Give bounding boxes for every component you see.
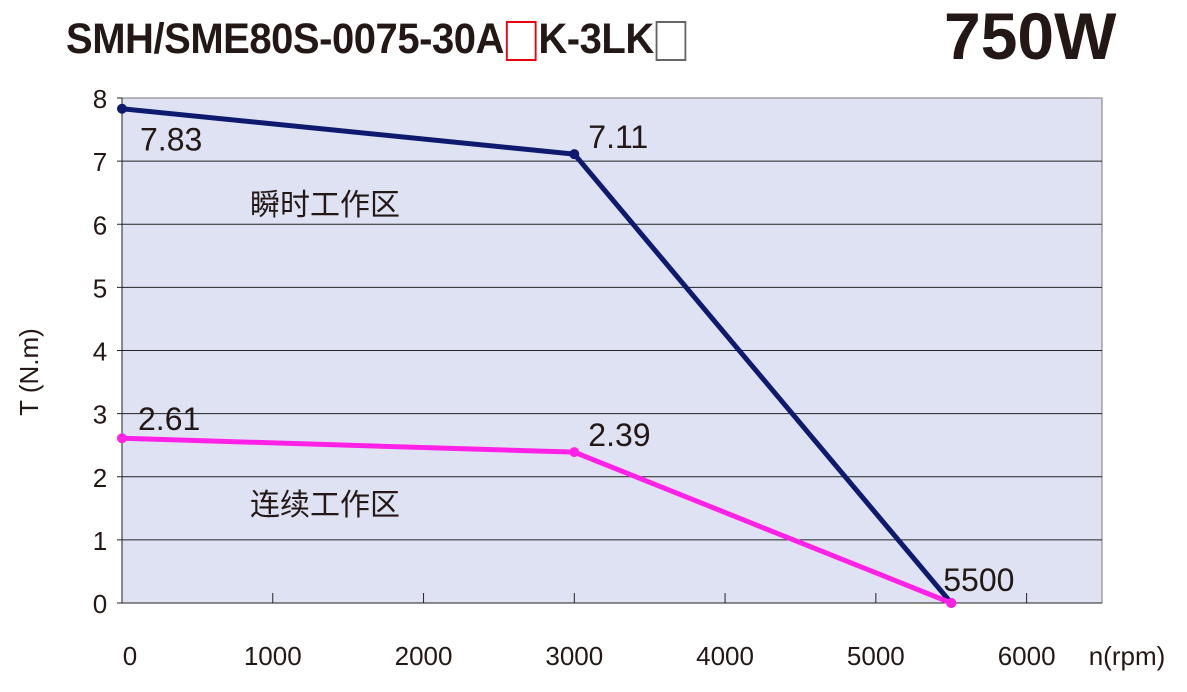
y-axis-label: T (N.m)	[14, 328, 44, 416]
x-tick-label: 4000	[696, 641, 754, 671]
model-number: SMH/SME80S-0075-30A K-3LK	[66, 15, 688, 64]
data-point	[117, 433, 127, 444]
data-point	[569, 447, 580, 458]
data-label: 2.61	[138, 401, 200, 437]
data-label: 2.39	[588, 417, 650, 453]
y-tick-label: 2	[93, 463, 107, 493]
model-prefix: SMH/SME80S-0075-30A	[66, 14, 504, 63]
power-rating: 750W	[944, 0, 1117, 73]
continuous-region-label: 连续工作区	[250, 488, 400, 523]
x-tick-label: 1000	[244, 641, 302, 671]
grey-placeholder-box	[655, 21, 687, 62]
y-tick-label: 3	[93, 400, 107, 430]
x-axis-label: n(rpm)	[1089, 641, 1166, 671]
x-tick-label: 0	[123, 641, 137, 671]
data-point	[946, 598, 957, 608]
data-point	[117, 103, 127, 114]
data-label: 7.11	[588, 119, 648, 155]
x-tick-label: 3000	[545, 641, 603, 671]
y-tick-label: 1	[93, 526, 107, 556]
model-suffix: K-3LK	[538, 14, 654, 63]
data-label: 7.83	[140, 122, 202, 158]
y-tick-label: 5	[93, 273, 107, 303]
y-tick-label: 7	[93, 147, 107, 177]
x-tick-label: 2000	[395, 641, 453, 671]
x-tick-label: 5000	[847, 641, 905, 671]
y-tick-label: 4	[93, 337, 107, 367]
data-label: 5500	[943, 562, 1014, 598]
y-tick-label: 8	[93, 84, 107, 114]
x-tick-label: 6000	[998, 641, 1056, 671]
red-placeholder-box	[505, 21, 537, 62]
y-tick-label: 6	[93, 210, 107, 240]
data-point	[569, 149, 580, 160]
y-tick-label: 0	[93, 589, 107, 619]
chart-title: SMH/SME80S-0075-30A K-3LK	[66, 4, 735, 74]
peak-region-label: 瞬时工作区	[250, 188, 400, 223]
